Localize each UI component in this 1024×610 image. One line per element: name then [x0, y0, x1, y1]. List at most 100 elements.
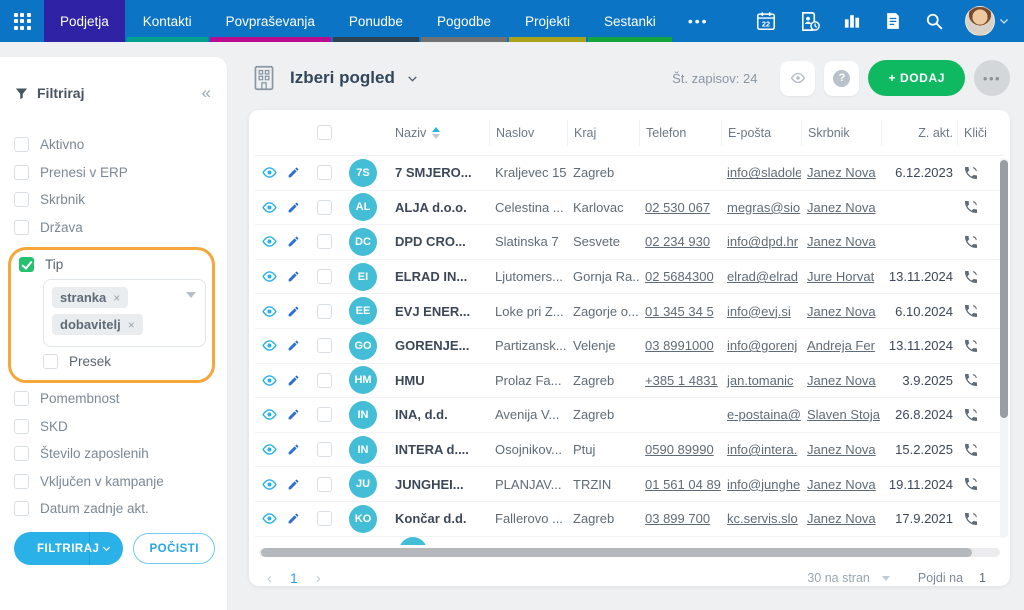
cell-naziv[interactable]: JUNGHEI... [395, 476, 464, 492]
column-header-skrbnik[interactable]: Skrbnik [801, 119, 881, 146]
row-view-icon[interactable] [261, 441, 278, 458]
filter-checkbox-pomembnost[interactable]: Pomembnost [14, 391, 215, 406]
cell-eposta[interactable]: info@gorenj [727, 338, 798, 354]
cell-skrbnik[interactable]: Andreja Fer [807, 338, 875, 354]
cell-naziv[interactable]: ELRAD IN... [395, 269, 468, 285]
row-edit-icon[interactable] [287, 166, 300, 179]
next-page-button[interactable]: › [315, 569, 321, 587]
cell-naziv[interactable]: GORENJE... [395, 338, 470, 354]
filter-checkbox-tevilo-zaposlenih[interactable]: Število zaposlenih [14, 446, 215, 461]
cell-naziv[interactable]: DPD CRO... [395, 234, 466, 250]
cell-naziv[interactable]: Končar d.d. [395, 511, 467, 527]
tab-projekti[interactable]: Projekti [509, 0, 587, 42]
cell-telefon[interactable]: 01 345 34 5 [645, 303, 714, 319]
tab-povprasevanja[interactable]: Povpraševanja [209, 0, 331, 42]
filter-apply-button[interactable]: FILTRIRAJ [14, 532, 124, 565]
contacts-recent-icon[interactable] [798, 10, 821, 33]
call-icon[interactable] [963, 407, 979, 423]
row-edit-icon[interactable] [287, 235, 300, 248]
goto-page-input[interactable]: 1 [979, 571, 986, 585]
cell-eposta[interactable]: info@junghe [727, 476, 801, 492]
filter-checkbox-vklju-en-v-kampanje[interactable]: Vključen v kampanje [14, 473, 215, 489]
add-button[interactable]: + DODAJ [868, 60, 965, 96]
row-checkbox[interactable] [317, 303, 332, 319]
cell-telefon[interactable]: 02 5684300 [645, 269, 714, 285]
checkbox[interactable] [14, 219, 29, 235]
row-edit-icon[interactable] [287, 339, 300, 352]
checkbox-checked[interactable] [19, 257, 34, 272]
bar-chart-icon[interactable] [842, 11, 862, 31]
cell-naziv[interactable]: ALJA d.o.o. [395, 199, 467, 215]
row-view-icon[interactable] [261, 268, 278, 285]
table-row[interactable]: IN INTERA d.... Osojnikov... Ptuj 0590 89990… [255, 433, 1004, 468]
selected-tag-stranka[interactable]: stranka × [52, 287, 129, 308]
row-checkbox[interactable] [317, 234, 332, 250]
table-row[interactable]: KO Končar d.d. Fallerovo ... Zagreb 03 899 7… [255, 502, 1004, 537]
checkbox[interactable] [14, 446, 29, 461]
row-view-icon[interactable] [261, 199, 278, 216]
cell-eposta[interactable]: info@sladole [727, 165, 801, 181]
cell-telefon[interactable]: 02 234 930 [645, 234, 711, 250]
call-icon[interactable] [963, 476, 979, 492]
horizontal-scrollbar[interactable] [259, 548, 1000, 557]
selected-tag-dobavitelj[interactable]: dobavitelj × [52, 314, 143, 335]
row-view-icon[interactable] [261, 233, 278, 250]
filter-checkbox-tip[interactable]: Tip [19, 257, 206, 272]
column-header-naziv[interactable]: Naziv [389, 126, 489, 140]
tab-sestanki[interactable]: Sestanki [588, 0, 672, 42]
search-icon[interactable] [924, 11, 944, 31]
row-checkbox[interactable] [317, 407, 332, 423]
cell-skrbnik[interactable]: Janez Nova [807, 234, 876, 250]
row-view-icon[interactable] [261, 510, 278, 527]
row-edit-icon[interactable] [287, 201, 300, 214]
table-row[interactable]: DC DPD CRO... Slatinska 7 Sesvete 02 234 930… [255, 225, 1004, 260]
row-edit-icon[interactable] [287, 512, 300, 525]
filter-clear-button[interactable]: POČISTI [133, 533, 215, 564]
cell-skrbnik[interactable]: Janez Nova [807, 165, 876, 181]
tab-pogodbe[interactable]: Pogodbe [420, 0, 508, 42]
call-icon[interactable] [963, 338, 979, 354]
row-view-icon[interactable] [261, 164, 278, 181]
page-size-select[interactable]: 30 na stran [807, 571, 870, 585]
cell-telefon[interactable]: +385 1 4831 [645, 372, 718, 388]
checkbox[interactable] [14, 473, 29, 489]
remove-tag-icon[interactable]: × [113, 290, 121, 305]
column-header-klici[interactable]: Kliči [957, 119, 999, 146]
filter-checkbox-prenesi-v-erp[interactable]: Prenesi v ERP [14, 164, 215, 180]
cell-telefon[interactable]: 03 8991000 [645, 338, 714, 354]
cell-eposta[interactable]: elrad@elrad [727, 269, 799, 285]
checkbox[interactable] [14, 137, 29, 152]
sort-icons[interactable] [432, 126, 441, 139]
row-view-icon[interactable] [261, 303, 278, 320]
cell-naziv[interactable]: INA, d.d. [395, 407, 448, 423]
column-header-naslov[interactable]: Naslov [489, 119, 567, 146]
cell-eposta[interactable]: e-postaina@ [727, 407, 801, 423]
filter-checkbox-skd[interactable]: SKD [14, 418, 215, 434]
checkbox[interactable] [14, 418, 29, 434]
cell-eposta[interactable]: jan.tomanic [727, 372, 794, 388]
cell-skrbnik[interactable]: Janez Nova [807, 372, 876, 388]
checkbox[interactable] [14, 501, 29, 516]
call-icon[interactable] [963, 511, 979, 527]
filter-checkbox-skrbnik[interactable]: Skrbnik [14, 192, 215, 207]
cell-eposta[interactable]: info@dpd.hr [727, 234, 799, 250]
view-selector[interactable]: Izberi pogled [249, 63, 419, 93]
checkbox[interactable] [14, 391, 29, 406]
app-launcher-button[interactable] [0, 0, 44, 42]
cell-eposta[interactable]: info@intera. [727, 442, 798, 458]
row-checkbox[interactable] [317, 199, 332, 215]
cell-naziv[interactable]: EVJ ENER... [395, 303, 471, 319]
row-checkbox[interactable] [317, 476, 332, 492]
more-actions-button[interactable]: ••• [974, 60, 1010, 96]
row-edit-icon[interactable] [287, 443, 300, 456]
row-checkbox[interactable] [317, 338, 332, 354]
cell-naziv[interactable]: HMU [395, 372, 425, 388]
row-view-icon[interactable] [261, 476, 278, 493]
cell-skrbnik[interactable]: Slaven Stoja [807, 407, 880, 423]
table-row[interactable]: 7S 7 SMJERO... Kraljevec 15 Zagreb info@slad… [255, 156, 1004, 191]
call-icon[interactable] [963, 234, 979, 250]
call-icon[interactable] [963, 303, 979, 319]
scrollbar-thumb[interactable] [261, 548, 973, 557]
row-view-icon[interactable] [261, 372, 278, 389]
row-checkbox[interactable] [317, 442, 332, 458]
